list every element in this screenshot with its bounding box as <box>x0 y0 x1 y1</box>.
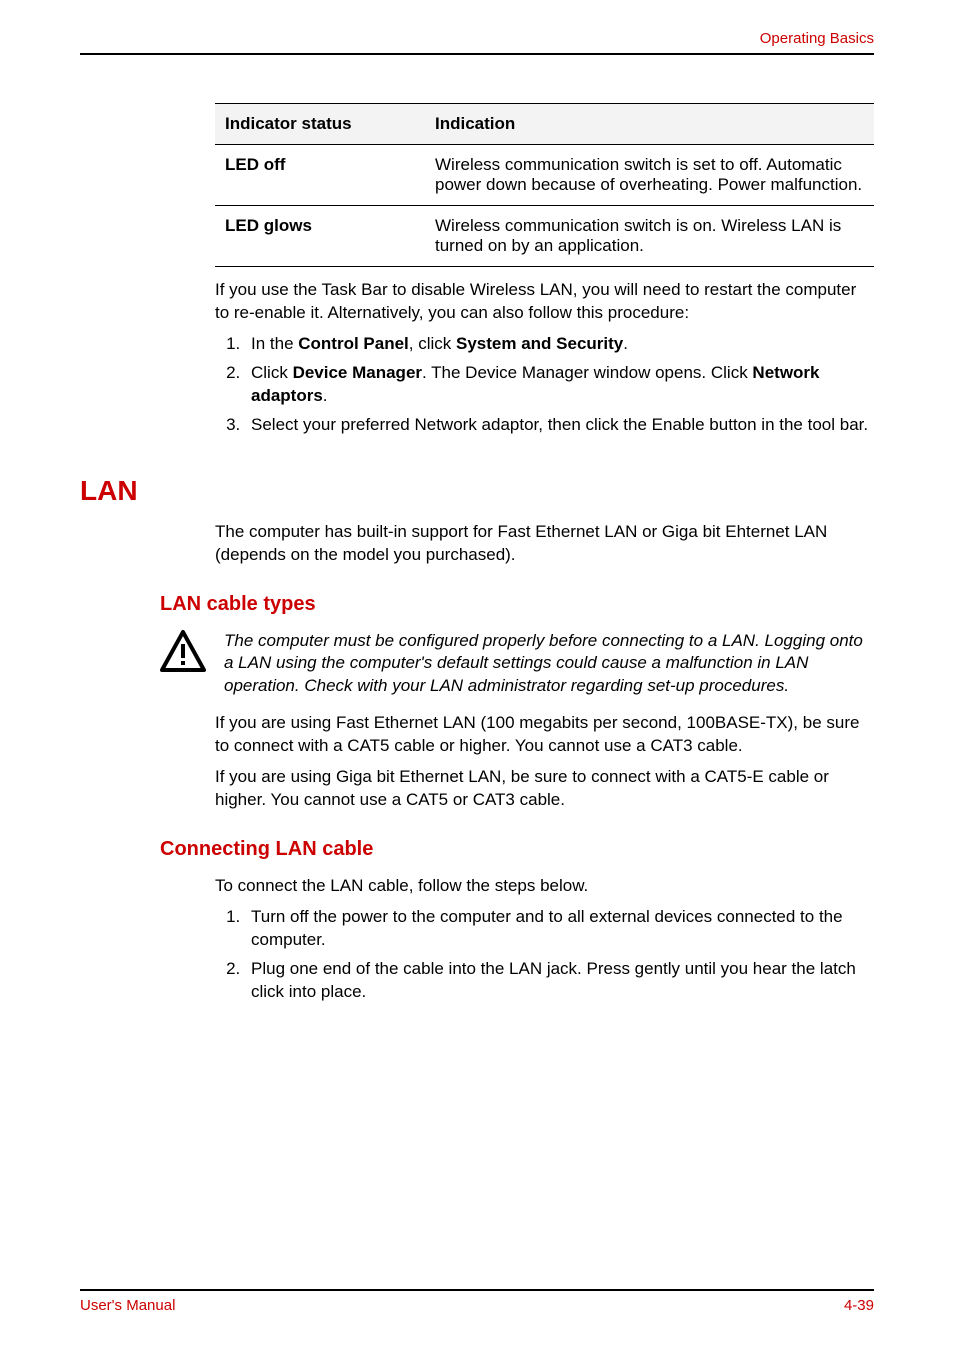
indicator-table: Indicator status Indication LED off Wire… <box>215 103 874 267</box>
table-col-header: Indication <box>425 104 874 145</box>
list-item: Select your preferred Network adaptor, t… <box>245 414 874 437</box>
text: . <box>323 386 328 405</box>
list-item: Plug one end of the cable into the LAN j… <box>245 958 874 1004</box>
table-cell-status: LED off <box>215 145 425 206</box>
footer-rule <box>80 1289 874 1291</box>
table-cell-indication: Wireless communication switch is set to … <box>425 145 874 206</box>
table-row: LED off Wireless communication switch is… <box>215 145 874 206</box>
table-row: LED glows Wireless communication switch … <box>215 206 874 267</box>
header-rule <box>80 53 874 55</box>
caution-icon <box>160 630 206 672</box>
text: Click <box>251 363 293 382</box>
table-col-header: Indicator status <box>215 104 425 145</box>
table-cell-status: LED glows <box>215 206 425 267</box>
subsection-heading-connecting: Connecting LAN cable <box>160 838 874 861</box>
text: . The Device Manager window opens. Click <box>422 363 752 382</box>
list-item: In the Control Panel, click System and S… <box>245 333 874 356</box>
paragraph: To connect the LAN cable, follow the ste… <box>215 875 874 898</box>
paragraph: If you are using Fast Ethernet LAN (100 … <box>215 712 874 758</box>
paragraph: The computer has built-in support for Fa… <box>215 521 874 567</box>
subsection-heading-cable-types: LAN cable types <box>160 593 874 616</box>
text-bold: System and Security <box>456 334 623 353</box>
paragraph: If you use the Task Bar to disable Wirel… <box>215 279 874 325</box>
text: In the <box>251 334 298 353</box>
cable-types-block: If you are using Fast Ethernet LAN (100 … <box>215 712 874 812</box>
footer-left: User's Manual <box>80 1297 175 1314</box>
procedure-list: In the Control Panel, click System and S… <box>215 333 874 437</box>
table-cell-indication: Wireless communication switch is on. Wir… <box>425 206 874 267</box>
list-item: Turn off the power to the computer and t… <box>245 906 874 952</box>
connecting-block: To connect the LAN cable, follow the ste… <box>215 875 874 1004</box>
list-item: Click Device Manager. The Device Manager… <box>245 362 874 408</box>
caution-text: The computer must be configured properly… <box>224 630 874 699</box>
text: . <box>623 334 628 353</box>
text: , click <box>409 334 456 353</box>
page-footer: User's Manual 4-39 <box>80 1289 874 1314</box>
indicator-table-block: Indicator status Indication LED off Wire… <box>215 103 874 437</box>
caution-block: The computer must be configured properly… <box>160 630 874 699</box>
text-bold: Device Manager <box>293 363 422 382</box>
paragraph: If you are using Giga bit Ethernet LAN, … <box>215 766 874 812</box>
section-heading-lan: LAN <box>80 475 874 507</box>
lan-intro-block: The computer has built-in support for Fa… <box>215 521 874 567</box>
footer-right: 4-39 <box>844 1297 874 1314</box>
text-bold: Control Panel <box>298 334 409 353</box>
procedure-list: Turn off the power to the computer and t… <box>215 906 874 1004</box>
page-header-section: Operating Basics <box>80 30 874 47</box>
